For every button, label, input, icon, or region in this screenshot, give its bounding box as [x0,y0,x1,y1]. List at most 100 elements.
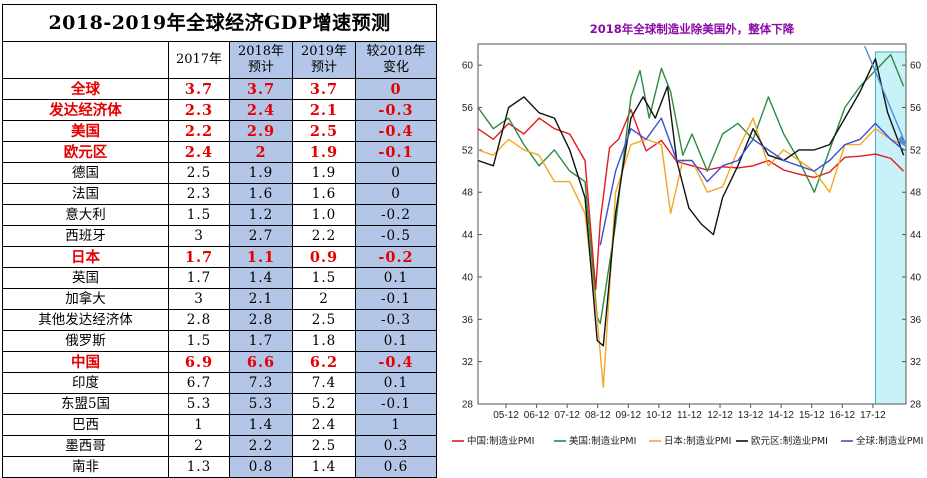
y-tick-label-right: 44 [910,230,922,241]
region-name: 英国 [2,267,169,289]
value-2017: 1.5 [168,204,230,226]
region-name: 法国 [2,183,169,205]
value-2018: 2.4 [229,99,293,121]
value-change: -0.4 [354,351,438,373]
y-tick-label-right: 48 [910,188,922,199]
value-2017: 2.3 [168,99,230,121]
legend-label: 美国:制造业PMI [569,435,636,447]
y-tick-label-right: 52 [910,145,922,156]
table-row: 东盟5国 5.3 5.3 5.2 -0.1 [2,393,438,415]
value-2017: 1 [168,414,230,436]
table-row: 中国 6.9 6.6 6.2 -0.4 [2,351,438,373]
pmi-chart-panel: 2018年全球制造业除美国外，整体下降 28 28 32 32 36 36 40 40 44 44 4… [444,0,927,460]
value-2019: 1.0 [292,204,356,226]
legend-label: 中国:制造业PMI [467,435,534,447]
value-2018: 1.2 [229,204,293,226]
series-line [477,58,905,347]
region-name: 墨西哥 [2,435,169,457]
value-2019: 2 [292,288,356,310]
value-change: 0.1 [354,330,438,352]
value-change: -0.1 [354,141,438,163]
region-name: 东盟5国 [2,393,169,415]
value-2017: 6.9 [168,351,230,373]
table-row: 俄罗斯 1.5 1.7 1.8 0.1 [2,330,438,352]
y-tick-label-left: 52 [462,145,474,156]
column-header-line: 预计 [247,60,274,75]
value-change: 1 [354,414,438,436]
column-header-line: 较2018年 [366,44,426,59]
region-name: 德国 [2,162,169,184]
column-header: 2017年 [168,41,230,79]
y-tick-label-right: 56 [910,103,922,114]
region-name: 发达经济体 [2,99,169,121]
value-2018: 1.9 [229,162,293,184]
table-title: 2018-2019年全球经济GDP增速预测 [1,4,438,42]
y-tick-label-left: 36 [462,315,474,326]
x-tick-label: 11-12 [677,410,702,421]
region-name: 西班牙 [2,225,169,247]
y-tick-label-left: 60 [462,61,474,72]
value-2017: 3 [168,225,230,247]
value-change: -0.1 [354,288,438,310]
table-row: 巴西 1 1.4 2.4 1 [2,414,438,436]
value-2018: 1.6 [229,183,293,205]
x-tick-label: 13-12 [738,410,764,421]
pmi-line-chart: 2018年全球制造业除美国外，整体下降 28 28 32 32 36 36 40 40 44 44 4… [452,22,923,447]
value-2018: 1.4 [229,267,293,289]
value-2019: 2.1 [292,99,356,121]
legend-label: 全球:制造业PMI [856,435,923,447]
y-tick-label-right: 40 [910,272,922,283]
value-2017: 2.8 [168,309,230,331]
y-tick-label-left: 32 [462,357,474,368]
x-tick-label: 12-12 [707,410,733,421]
value-change: -0.5 [354,225,438,247]
value-2019: 1.5 [292,267,356,289]
value-2019: 7.4 [292,372,356,394]
table-title-row: 2018-2019年全球经济GDP增速预测 [1,4,438,42]
value-change: 0 [354,78,438,100]
column-header [2,41,169,79]
value-2017: 3 [168,288,230,310]
downtrend-arrowhead [897,134,906,147]
table-row: 印度 6.7 7.3 7.4 0.1 [2,372,438,394]
table-row: 加拿大 3 2.1 2 -0.1 [2,288,438,310]
region-name: 意大利 [2,204,169,226]
table-row: 西班牙 3 2.7 2.2 -0.5 [2,225,438,247]
value-change: 0 [354,183,438,205]
downtrend-arrow [864,45,907,144]
y-tick-label-right: 36 [910,315,922,326]
x-tick-label: 09-12 [616,410,642,421]
value-2019: 1.9 [292,162,356,184]
table-row: 意大利 1.5 1.2 1.0 -0.2 [2,204,438,226]
region-name: 俄罗斯 [2,330,169,352]
y-tick-label-right: 32 [910,357,922,368]
value-change: -0.3 [354,99,438,121]
column-header: 2018年 预计 [229,41,293,79]
x-tick-label: 06-12 [524,410,550,421]
value-2017: 2.5 [168,162,230,184]
value-2017: 5.3 [168,393,230,415]
series-line [477,117,904,388]
value-2019: 2.5 [292,120,356,142]
y-tick-label-right: 60 [910,61,922,72]
table-row: 发达经济体 2.3 2.4 2.1 -0.3 [2,99,438,121]
value-2019: 5.2 [292,393,356,415]
x-tick-label: 08-12 [585,410,611,421]
region-name: 欧元区 [2,141,169,163]
value-2017: 6.7 [168,372,230,394]
x-tick-label: 17-12 [860,410,886,421]
value-2018: 1.4 [229,414,293,436]
value-2019: 2.5 [292,435,356,457]
column-header-line: 预计 [310,60,337,75]
value-change: 0 [354,162,438,184]
x-tick-label: 15-12 [799,410,825,421]
gdp-forecast-table-panel: 2018-2019年全球经济GDP增速预测 2017年 2018年 预计 2019年 预计… [1,4,438,478]
value-2019: 0.9 [292,246,356,268]
region-name: 其他发达经济体 [2,309,169,331]
value-change: 0.1 [354,372,438,394]
region-name: 中国 [2,351,169,373]
series-line [477,53,905,325]
x-tick-label: 14-12 [768,410,794,421]
table-row: 其他发达经济体 2.8 2.8 2.5 -0.3 [2,309,438,331]
region-name: 日本 [2,246,169,268]
